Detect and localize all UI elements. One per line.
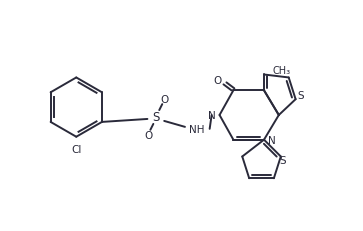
Text: O: O	[144, 130, 152, 140]
Text: S: S	[152, 111, 160, 124]
Text: N: N	[268, 135, 276, 145]
Text: O: O	[213, 76, 222, 86]
Text: N: N	[208, 110, 216, 121]
Text: S: S	[297, 91, 304, 101]
Text: Cl: Cl	[71, 144, 81, 154]
Text: S: S	[280, 156, 286, 166]
Text: CH₃: CH₃	[273, 65, 291, 75]
Text: O: O	[160, 95, 168, 105]
Text: NH: NH	[189, 124, 205, 134]
